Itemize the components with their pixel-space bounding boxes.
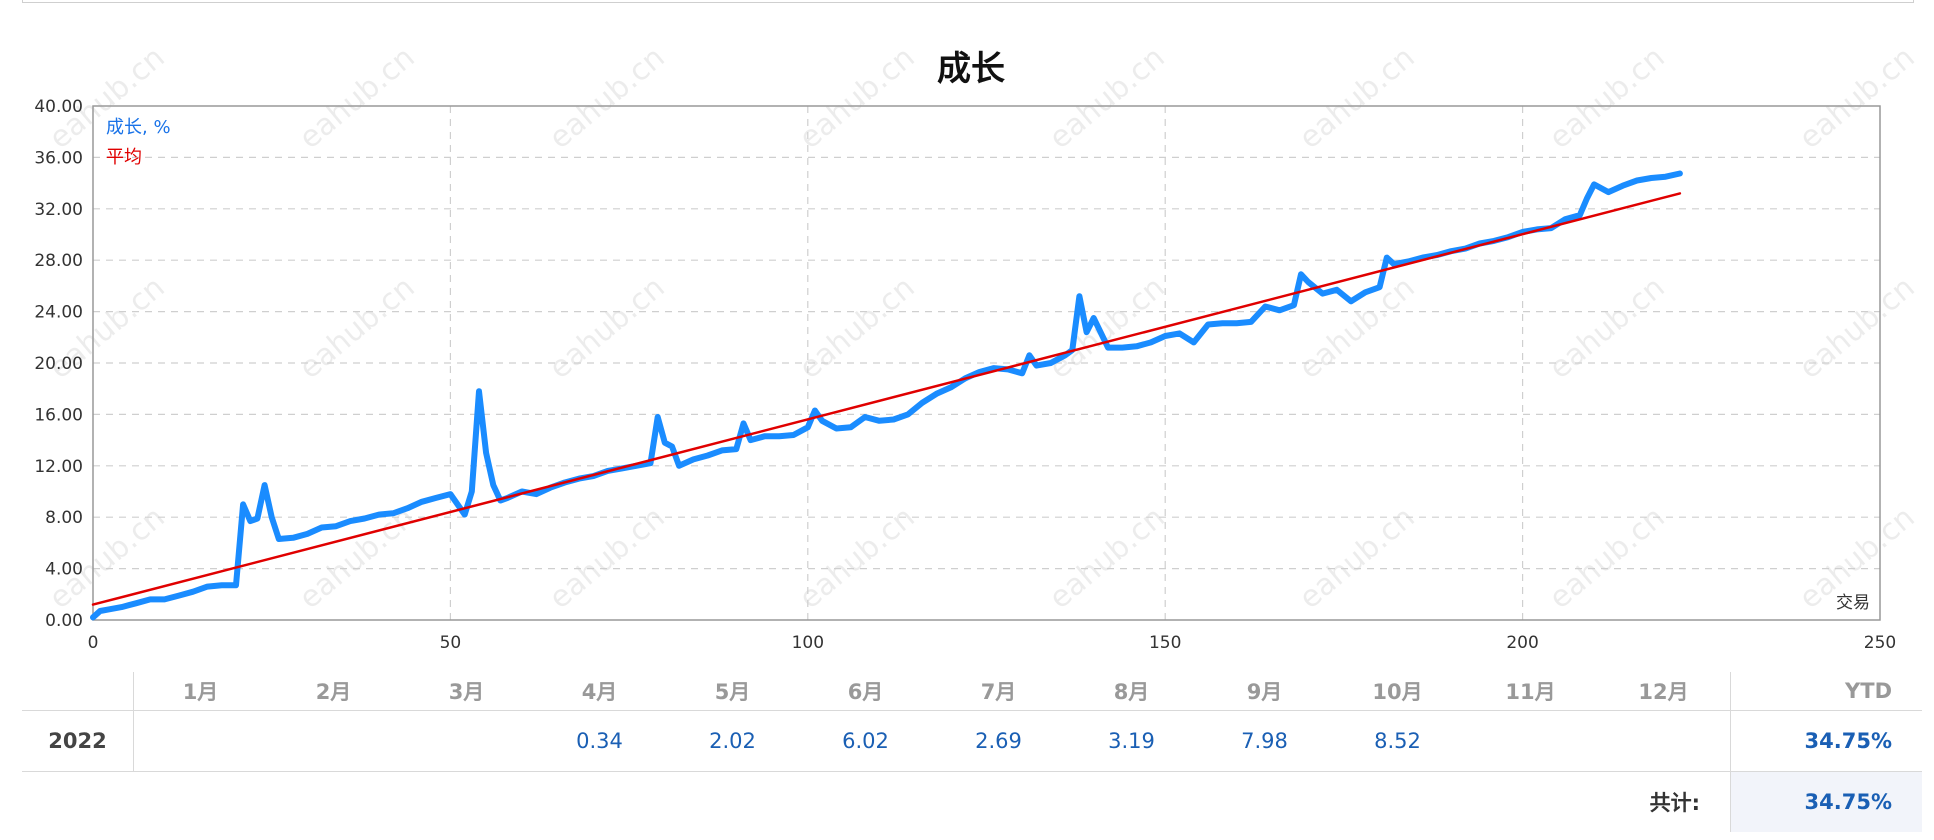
month-value: [1597, 711, 1730, 771]
month-header: 8月: [1113, 680, 1150, 704]
month-value: 8.52: [1374, 729, 1421, 753]
watermark-text: eahub.cn: [1793, 270, 1922, 386]
month-value: 6.02: [842, 729, 889, 753]
month-value: [400, 711, 533, 771]
series-layer: [90, 170, 1683, 621]
watermark-text: eahub.cn: [293, 40, 422, 156]
growth-chart: eahub.cn eahub.cn eahub.cn eahub.cn eahub.cn…: [34, 40, 1922, 653]
watermark-text: eahub.cn: [293, 270, 422, 386]
y-tick-label: 28.00: [34, 251, 83, 271]
table-header-row: 1月 2月 3月 4月 5月 6月 7月 8月 9月 10月 11月 12月 Y…: [22, 672, 1922, 710]
chart-title: 成长: [937, 49, 1005, 89]
y-tick-label: 0.00: [45, 611, 83, 631]
x-tick-label: 100: [792, 633, 824, 653]
y-tick-label: 8.00: [45, 508, 83, 528]
y-tick-label: 24.00: [34, 303, 83, 323]
y-tick-label: 4.00: [45, 560, 83, 580]
total-value: 34.75%: [1730, 772, 1922, 832]
year-header-cell: [22, 672, 134, 710]
growth-line: [90, 170, 1683, 621]
y-tick-label: 32.00: [34, 200, 83, 220]
x-tick-label: 0: [88, 633, 99, 653]
total-label: 共计:: [1649, 791, 1700, 815]
x-tick-label: 150: [1149, 633, 1181, 653]
legend-growth: 成长, %: [106, 117, 171, 138]
month-header: 11月: [1505, 680, 1556, 704]
y-axis: 0.00 4.00 8.00 12.00 16.00 20.00 24.00 28.00 32.…: [34, 97, 83, 631]
top-panel-frame: [22, 0, 1914, 3]
watermark-text: eahub.cn: [1043, 270, 1172, 386]
y-tick-label: 12.00: [34, 457, 83, 477]
y-tick-label: 40.00: [34, 97, 83, 117]
month-header: 6月: [847, 680, 884, 704]
watermark-text: eahub.cn: [1043, 40, 1172, 156]
month-value: 7.98: [1241, 729, 1288, 753]
month-header: 2月: [315, 680, 352, 704]
month-header: 9月: [1246, 680, 1283, 704]
year-cell: 2022: [22, 711, 134, 771]
x-tick-label: 50: [440, 633, 462, 653]
watermark-text: eahub.cn: [1793, 40, 1922, 156]
y-tick-label: 36.00: [34, 148, 83, 168]
watermark-text: eahub.cn: [1543, 40, 1672, 156]
watermark-layer: eahub.cn eahub.cn eahub.cn eahub.cn eahub.cn…: [43, 40, 1922, 616]
watermark-text: eahub.cn: [543, 40, 672, 156]
x-axis: 0 50 100 150 200 250: [88, 633, 1897, 653]
month-header: 12月: [1638, 680, 1689, 704]
month-value: [134, 711, 267, 771]
total-row: 共计: 34.75%: [22, 772, 1922, 832]
month-header: 10月: [1372, 680, 1423, 704]
watermark-text: eahub.cn: [793, 40, 922, 156]
ytd-header: YTD: [1730, 672, 1922, 710]
x-axis-label: 交易: [1836, 593, 1870, 613]
legend-average: 平均: [106, 147, 142, 168]
month-header: 3月: [448, 680, 485, 704]
ytd-value: 34.75%: [1730, 711, 1922, 771]
average-line: [91, 192, 1682, 606]
month-value: 2.02: [709, 729, 756, 753]
watermark-text: eahub.cn: [793, 270, 922, 386]
y-tick-label: 16.00: [34, 405, 83, 425]
watermark-text: eahub.cn: [543, 270, 672, 386]
month-header: 5月: [714, 680, 751, 704]
month-header: 4月: [581, 680, 618, 704]
y-tick-label: 20.00: [34, 354, 83, 374]
month-value: 3.19: [1108, 729, 1155, 753]
month-value: 2.69: [975, 729, 1022, 753]
x-tick-label: 250: [1864, 633, 1896, 653]
watermark-text: eahub.cn: [1543, 270, 1672, 386]
table-row: 2022 0.34 2.02 6.02 2.69 3.19 7.98 8.52 …: [22, 710, 1922, 772]
monthly-returns-table: 1月 2月 3月 4月 5月 6月 7月 8月 9月 10月 11月 12月 Y…: [22, 672, 1922, 832]
plot-frame: [92, 105, 1881, 621]
watermark-text: eahub.cn: [1293, 40, 1422, 156]
month-header: 7月: [980, 680, 1017, 704]
month-header: 1月: [182, 680, 219, 704]
month-value: [267, 711, 400, 771]
month-value: 0.34: [576, 729, 623, 753]
month-value: [1464, 711, 1597, 771]
x-tick-label: 200: [1506, 633, 1538, 653]
